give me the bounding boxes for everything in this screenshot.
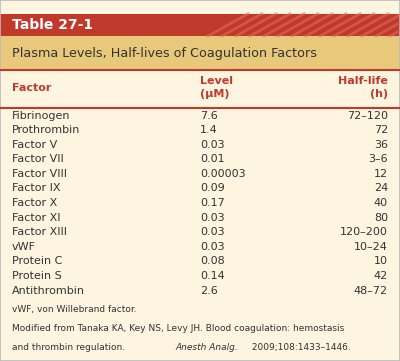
Text: 3–6: 3–6 (368, 154, 388, 164)
Text: 72–120: 72–120 (347, 110, 388, 121)
Text: 0.03: 0.03 (200, 140, 225, 150)
FancyBboxPatch shape (0, 14, 400, 36)
Text: 0.03: 0.03 (200, 227, 225, 237)
Text: 24: 24 (374, 183, 388, 193)
Text: Factor IX: Factor IX (12, 183, 60, 193)
Text: 0.01: 0.01 (200, 154, 225, 164)
FancyBboxPatch shape (0, 36, 400, 70)
Text: 72: 72 (374, 125, 388, 135)
Text: Protein C: Protein C (12, 256, 62, 266)
Text: 0.17: 0.17 (200, 198, 225, 208)
Text: 42: 42 (374, 271, 388, 281)
Text: Factor VIII: Factor VIII (12, 169, 67, 179)
Text: 0.03: 0.03 (200, 242, 225, 252)
Text: Table 27-1: Table 27-1 (12, 18, 93, 32)
Text: 7.6: 7.6 (200, 110, 218, 121)
Text: Protein S: Protein S (12, 271, 62, 281)
Text: Anesth Analg.: Anesth Analg. (175, 343, 238, 352)
Text: vWF: vWF (12, 242, 36, 252)
Text: 12: 12 (374, 169, 388, 179)
Text: 0.14: 0.14 (200, 271, 225, 281)
Text: Factor XI: Factor XI (12, 213, 60, 223)
Text: Level
(μM): Level (μM) (200, 76, 233, 99)
Text: Factor VII: Factor VII (12, 154, 64, 164)
Text: Plasma Levels, Half-lives of Coagulation Factors: Plasma Levels, Half-lives of Coagulation… (12, 47, 317, 60)
Text: 10: 10 (374, 256, 388, 266)
Text: vWF, von Willebrand factor.: vWF, von Willebrand factor. (12, 305, 137, 314)
Text: 0.03: 0.03 (200, 213, 225, 223)
Text: 10–24: 10–24 (354, 242, 388, 252)
Text: 36: 36 (374, 140, 388, 150)
Text: Antithrombin: Antithrombin (12, 286, 85, 296)
Text: 0.00003: 0.00003 (200, 169, 246, 179)
Text: Prothrombin: Prothrombin (12, 125, 80, 135)
Text: Fibrinogen: Fibrinogen (12, 110, 70, 121)
Text: 48–72: 48–72 (354, 286, 388, 296)
Text: and thrombin regulation.: and thrombin regulation. (12, 343, 128, 352)
Text: 40: 40 (374, 198, 388, 208)
Text: 120–200: 120–200 (340, 227, 388, 237)
Text: 0.08: 0.08 (200, 256, 225, 266)
Text: 2.6: 2.6 (200, 286, 218, 296)
Text: 2009;108:1433–1446.: 2009;108:1433–1446. (249, 343, 350, 352)
Text: 0.09: 0.09 (200, 183, 225, 193)
Text: Factor: Factor (12, 83, 51, 92)
Text: Factor XIII: Factor XIII (12, 227, 67, 237)
Text: Factor V: Factor V (12, 140, 57, 150)
Text: Factor X: Factor X (12, 198, 57, 208)
Text: Modified from Tanaka KA, Key NS, Levy JH. Blood coagulation: hemostasis: Modified from Tanaka KA, Key NS, Levy JH… (12, 324, 344, 333)
Text: 80: 80 (374, 213, 388, 223)
Text: Half-life
(h): Half-life (h) (338, 76, 388, 99)
Text: 1.4: 1.4 (200, 125, 218, 135)
